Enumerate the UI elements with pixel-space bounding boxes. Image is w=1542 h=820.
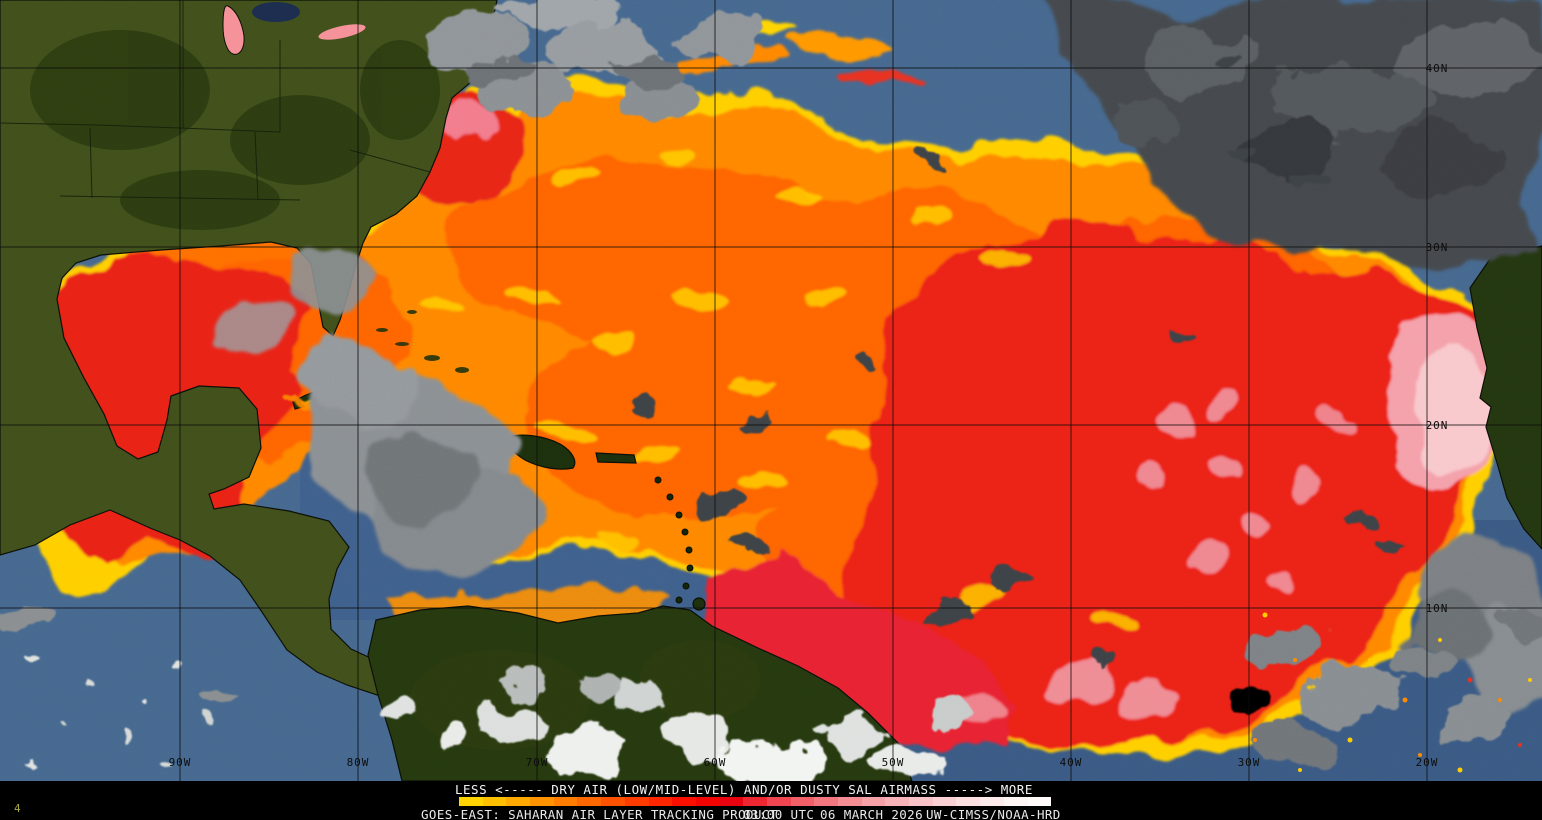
colorbar-step [506,796,531,806]
colorbar-step [743,796,767,806]
colorbar-step [838,796,862,806]
colorbar-step [956,796,981,806]
colorbar-step [909,796,933,806]
lon-label-80W: 80W [347,756,370,769]
colorbar [459,796,1052,806]
timestamp-time: 03:00 UTC [743,807,815,820]
satellite-imagery: 40N 30N 20N 10N 90W 80W 70W 60W 50W 40W 30W 20W [0,0,1542,781]
lon-label-60W: 60W [704,756,727,769]
lat-label-10N: 10N [1426,602,1449,615]
lon-label-90W: 90W [169,756,192,769]
lon-label-30W: 30W [1238,756,1261,769]
colorbar-step [719,796,744,806]
colorbar-step [624,796,649,806]
colorbar-scale-label: LESS <----- DRY AIR (LOW/MID-LEVEL) AND/… [455,782,1033,797]
colorbar-step [601,796,625,806]
colorbar-step [648,796,673,806]
colorbar-step [672,796,696,806]
colorbar-step [1003,796,1028,806]
grain-overlay [0,0,1542,781]
frame-number: 4 [14,802,21,815]
colorbar-step [577,796,602,806]
colorbar-step [980,796,1004,806]
colorbar-step [1027,796,1052,806]
colorbar-step [482,796,507,806]
product-source-label: GOES-EAST: SAHARAN AIR LAYER TRACKING PR… [421,807,778,820]
lat-label-20N: 20N [1426,419,1449,432]
colorbar-step [766,796,791,806]
timestamp-date: 06 MARCH 2026 [820,807,924,820]
colorbar-step [932,796,957,806]
colorbar-step [459,796,483,806]
lon-label-40W: 40W [1060,756,1083,769]
colorbar-step [530,796,554,806]
satellite-map: 40N 30N 20N 10N 90W 80W 70W 60W 50W 40W 30W 20W [0,0,1542,781]
lon-label-20W: 20W [1416,756,1439,769]
colorbar-step [814,796,838,806]
lon-label-70W: 70W [526,756,549,769]
legend-bar: LESS <----- DRY AIR (LOW/MID-LEVEL) AND/… [0,781,1542,820]
credit-label: UW-CIMSS/NOAA-HRD [926,807,1061,820]
lon-label-50W: 50W [882,756,905,769]
colorbar-step [861,796,886,806]
lat-label-40N: 40N [1426,62,1449,75]
latlon-grid: 40N 30N 20N 10N 90W 80W 70W 60W 50W 40W 30W 20W [0,0,1542,781]
lat-label-30N: 30N [1426,241,1449,254]
caption-row: GOES-EAST: SAHARAN AIR LAYER TRACKING PR… [0,807,1542,820]
colorbar-step [885,796,910,806]
colorbar-step [695,796,720,806]
colorbar-step [790,796,815,806]
colorbar-step [553,796,578,806]
